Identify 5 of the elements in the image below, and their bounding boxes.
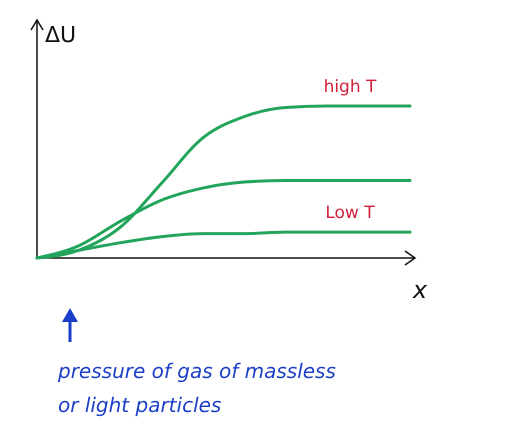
series-label: high T <box>324 77 378 97</box>
text: pressure of gas of massless or light particles <box>57 359 336 417</box>
series-label: Low T <box>325 203 376 224</box>
y-axis-title: ΔU <box>45 23 76 48</box>
x-axis-title: x <box>412 276 428 304</box>
